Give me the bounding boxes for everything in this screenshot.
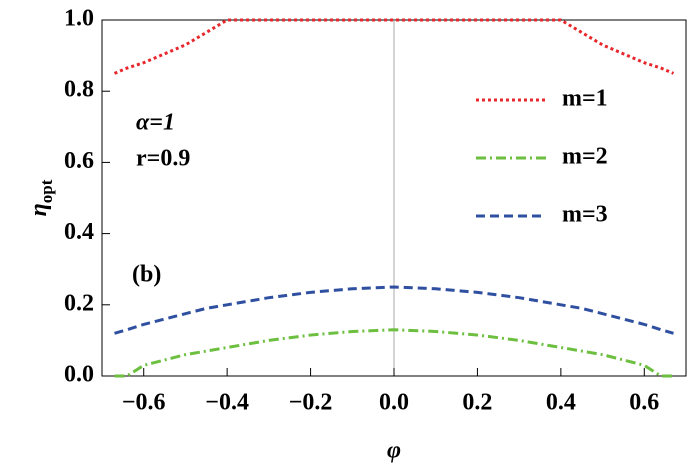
legend-label: m=2 (562, 144, 608, 170)
x-axis-label: φ (387, 438, 401, 464)
legend-label: m=1 (562, 86, 608, 112)
y-label-main: η (26, 203, 52, 216)
series-line (114, 328, 674, 378)
x-tick-label: −0.4 (205, 390, 249, 416)
x-tick-label: 0.6 (629, 390, 659, 416)
x-tick-label: −0.6 (122, 390, 166, 416)
y-axis-label-group: ηopt (26, 179, 56, 216)
annotation: α=1 (136, 110, 175, 136)
x-tick-label: 0.0 (379, 390, 409, 416)
annotation: r=0.9 (136, 146, 190, 172)
y-axis-label: ηopt (26, 179, 56, 216)
annotation: (b) (132, 262, 161, 288)
y-tick-label: 0.8 (64, 77, 94, 103)
x-tick-label: 0.2 (462, 390, 492, 416)
y-label-sub: opt (37, 179, 56, 203)
x-tick-label: −0.2 (289, 390, 333, 416)
x-tick-label: 0.4 (546, 390, 576, 416)
y-tick-label: 0.4 (64, 219, 94, 245)
legend-label: m=3 (562, 202, 608, 228)
series-line (114, 285, 674, 335)
y-tick-label: 0.0 (64, 362, 94, 388)
y-tick-label: 1.0 (64, 6, 94, 32)
y-tick-label: 0.2 (64, 290, 94, 316)
y-tick-label: 0.6 (64, 148, 94, 174)
